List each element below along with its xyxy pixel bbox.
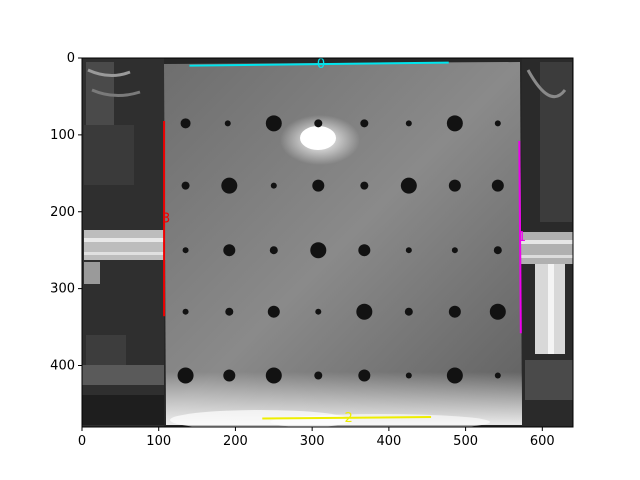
plate-hole [446,115,463,132]
plate-hole [265,367,282,384]
plate-hole [356,303,373,320]
plate-hole [360,119,369,128]
annotation-line-1 [518,141,522,334]
plate-hole [177,367,194,384]
plate-hole [267,305,280,318]
photo-image [82,58,573,427]
plate-hole [265,115,282,132]
plate-hole [400,177,417,194]
plate-hole [221,177,238,194]
x-tick-label: 0 [78,434,86,449]
plate-hole [358,244,371,257]
annotation-line-2 [262,416,432,420]
plate-hole [182,308,189,315]
plate-hole [448,305,461,318]
annotation-label-3: 3 [162,212,170,227]
plate-hole [314,371,323,380]
y-tick-label: 400 [50,359,75,374]
plate-hole [269,246,278,255]
plate-hole [451,247,458,254]
plate-hole [223,244,236,257]
annotation-label-1: 1 [518,230,526,245]
x-tick-label: 300 [300,434,325,449]
plate-hole [360,181,369,190]
annotation-label-2: 2 [345,411,353,426]
x-tick-label: 100 [146,434,171,449]
plate-hole [404,307,413,316]
axes-frame [81,57,574,428]
plate-hole [448,179,461,192]
x-axis-ticks: 0 100 200 300 400 500 600 [78,427,555,449]
y-tick-label: 0 [67,51,75,66]
y-tick-label: 300 [50,282,75,297]
plate-hole [489,303,506,320]
plate-hole [225,307,234,316]
plate-hole [405,247,412,254]
plate-hole [224,120,231,127]
x-tick-label: 200 [223,434,248,449]
plate-hole [314,119,323,128]
plate-hole [310,242,327,259]
annotation-lines: 0 1 2 3 [162,57,526,426]
y-tick-label: 200 [50,205,75,220]
plate-hole [405,120,412,127]
plate-hole [223,369,236,382]
plate-hole [494,372,501,379]
plate-hole [446,367,463,384]
annotation-line-0 [189,61,449,67]
plate-hole [312,179,325,192]
plate-hole [182,247,189,254]
y-axis-ticks: 0 100 200 300 400 [50,51,82,374]
plate-hole [405,372,412,379]
plate-hole [494,120,501,127]
plate-hole [315,308,322,315]
plate-hole [491,179,504,192]
x-tick-label: 400 [376,434,401,449]
x-tick-label: 600 [530,434,555,449]
x-tick-label: 500 [453,434,478,449]
plate-hole [181,181,190,190]
annotation-label-0: 0 [317,57,325,72]
plate-hole [358,369,371,382]
plate-hole [493,246,502,255]
y-tick-label: 100 [50,128,75,143]
plate-hole [270,182,277,189]
plate-hole [180,118,191,129]
